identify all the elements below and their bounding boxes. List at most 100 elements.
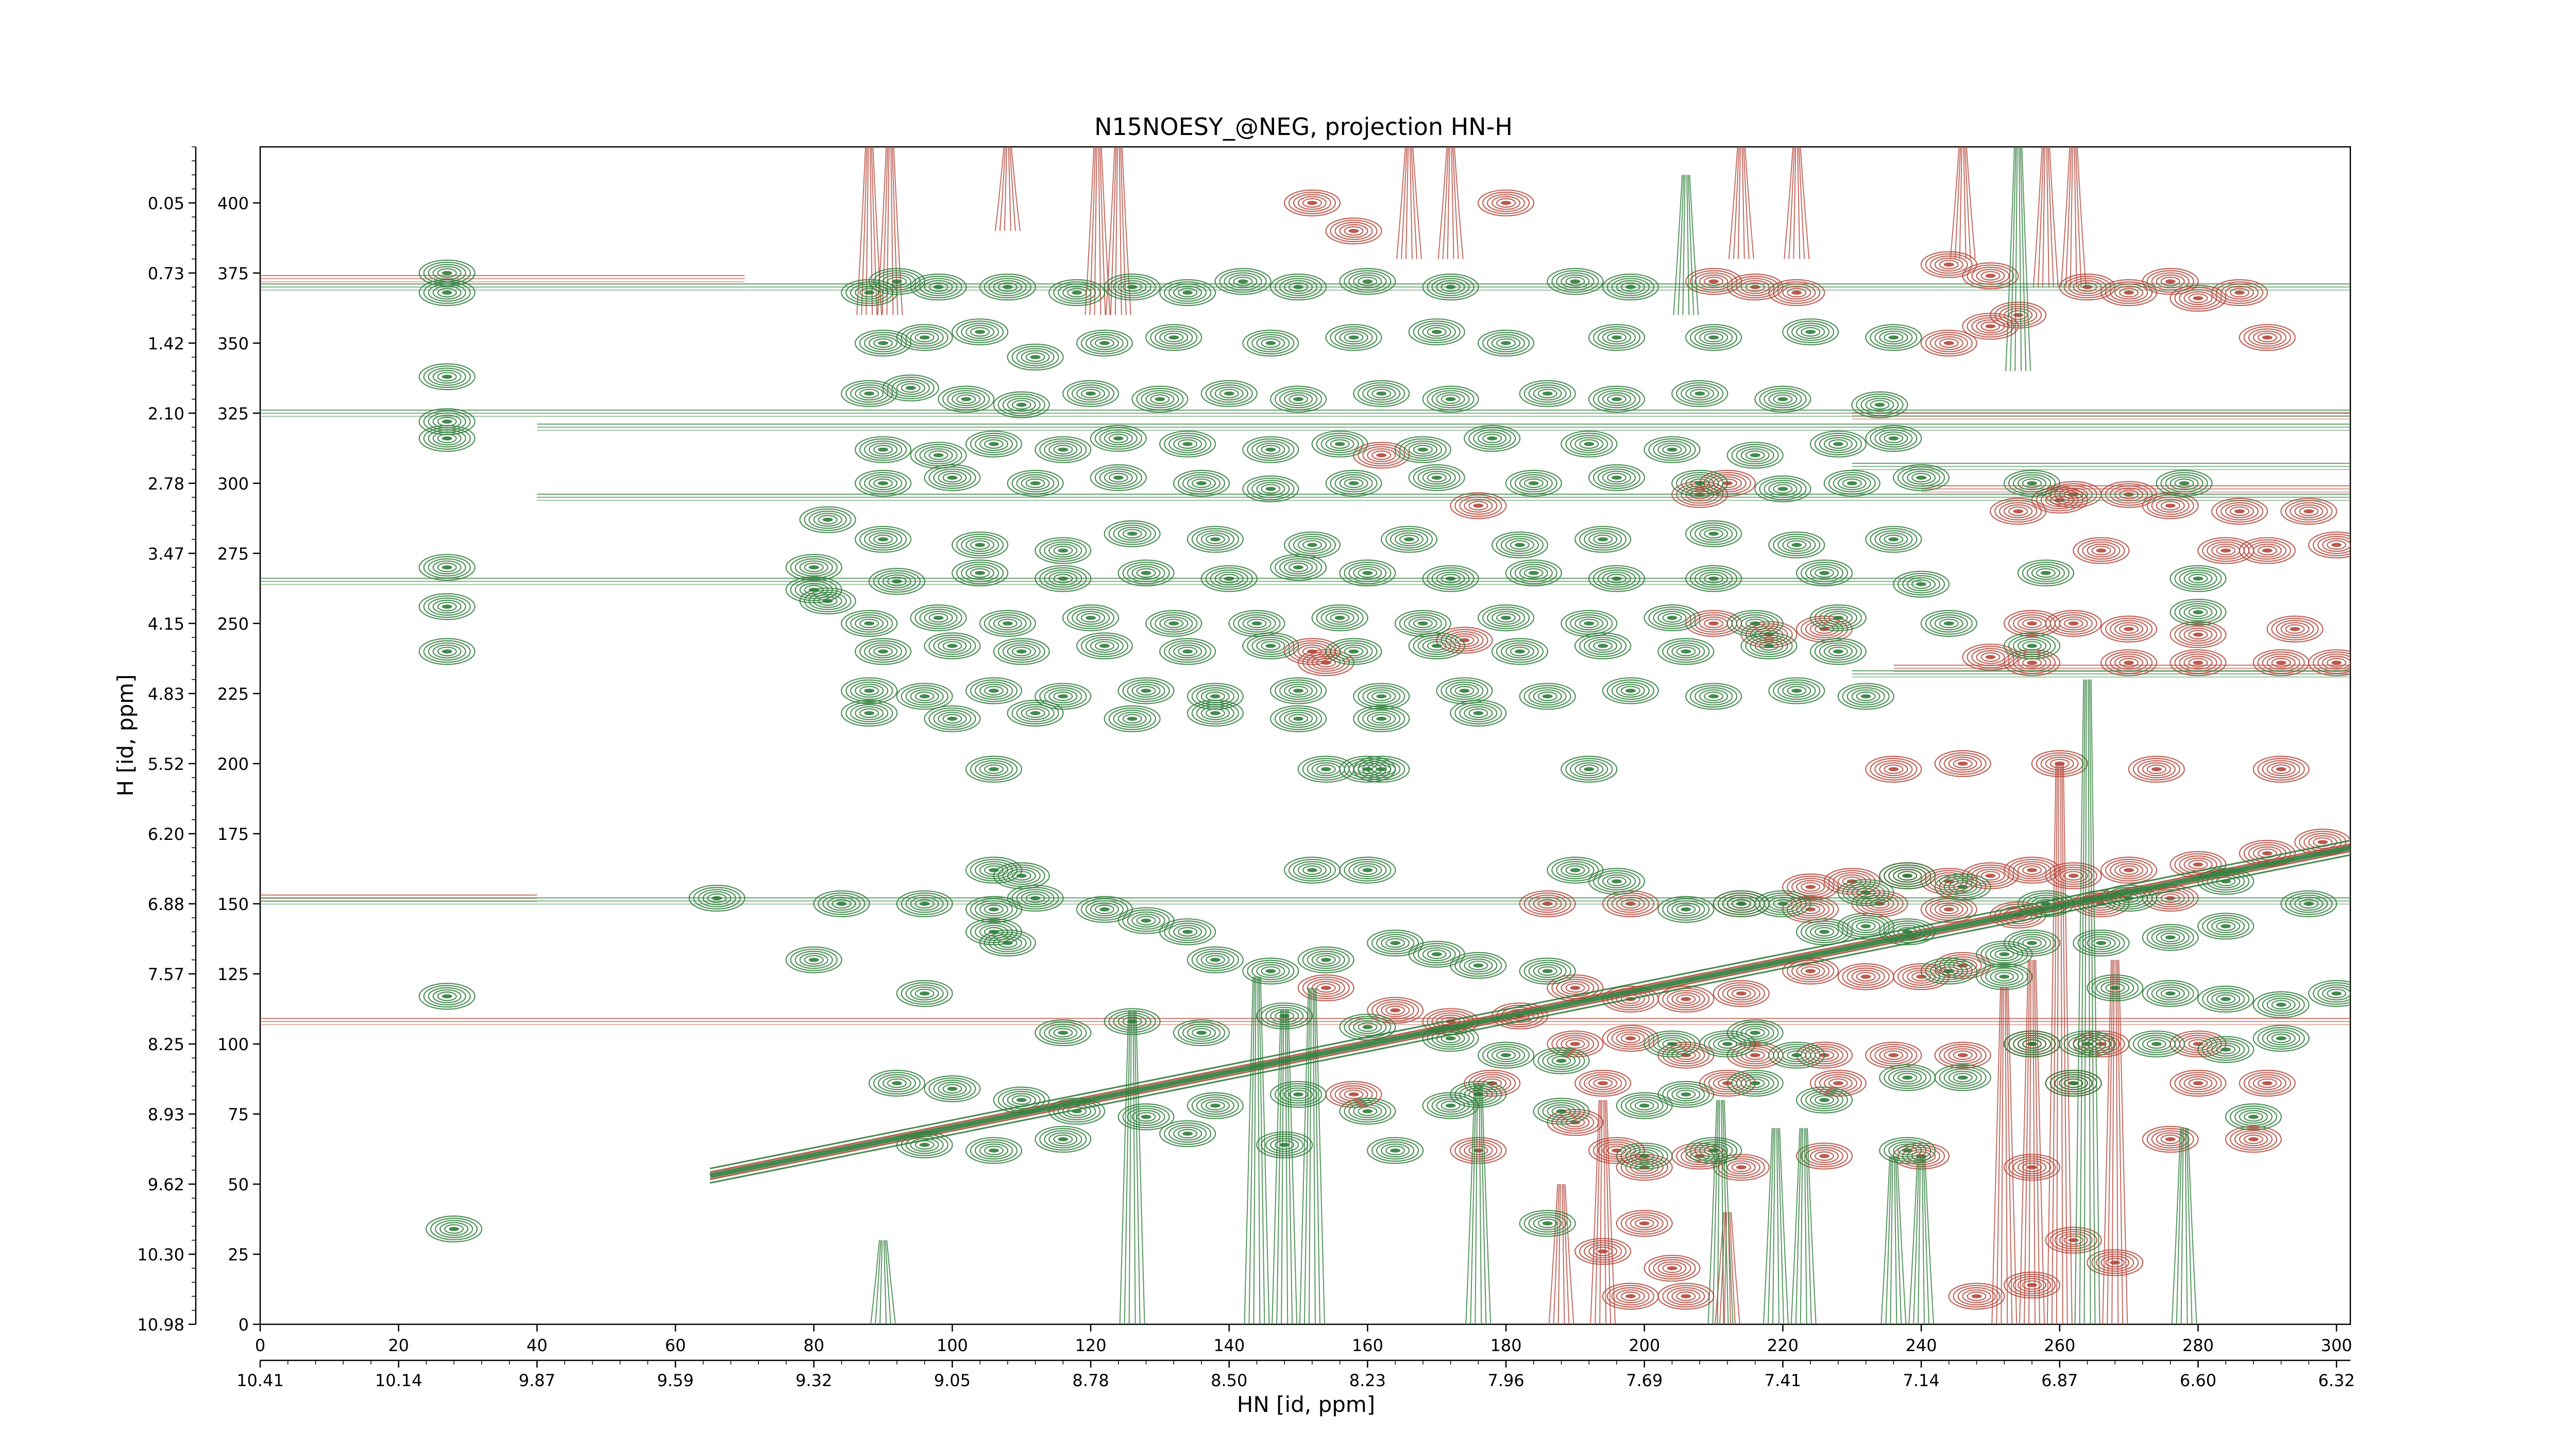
positive-peak: [2003, 929, 2061, 957]
negative-peak: [1574, 1238, 1632, 1265]
negative-peak-contour: [2252, 755, 2310, 783]
negative-peak-contour: [1948, 1283, 2005, 1310]
positive-peak-contour: [1062, 604, 1120, 632]
positive-peak: [993, 638, 1050, 665]
negative-peak-contour: [1980, 652, 2001, 662]
positive-peak-core: [1445, 1103, 1456, 1108]
positive-peak-contour: [1066, 382, 1115, 405]
positive-peak-contour: [2160, 988, 2180, 999]
negative-peak-contour: [1713, 1154, 1770, 1181]
positive-peak: [1035, 537, 1092, 564]
positive-peak-core: [1224, 391, 1234, 396]
positive-peak-contour: [1007, 644, 1036, 659]
negative-peak-contour: [1967, 646, 2014, 669]
positive-peak-contour: [1856, 921, 1876, 931]
negative-peak: [1768, 279, 1825, 307]
positive-peak: [1450, 952, 1507, 979]
negative-peak-contour: [1939, 752, 1987, 775]
negative-peak-contour: [1371, 999, 1419, 1022]
diagonal-ridge: [709, 839, 2350, 1170]
positive-peak-contour: [993, 391, 1050, 418]
negative-peak-contour: [2188, 860, 2208, 870]
positive-peak-contour: [1283, 392, 1313, 407]
positive-peak-core: [1625, 285, 1636, 290]
positive-peak-contour: [1846, 883, 1885, 902]
negative-peak-contour: [1929, 334, 1968, 352]
negative-peak-contour: [1801, 966, 1821, 976]
positive-peak-contour: [850, 704, 889, 722]
positive-peak-contour: [1685, 386, 1715, 401]
x-ppm-tick-label: 9.59: [657, 1371, 693, 1390]
negative-peak-core: [1307, 200, 1317, 205]
positive-peak-contour: [1662, 1039, 1682, 1049]
positive-peak-contour: [1713, 890, 1770, 918]
negative-peak-contour: [1454, 1139, 1502, 1162]
positive-peak-contour: [859, 438, 907, 461]
positive-peak-contour: [1274, 387, 1323, 411]
positive-peak: [1242, 329, 1299, 357]
negative-peak-contour: [2100, 1255, 2130, 1270]
positive-peak-contour: [1911, 473, 1931, 483]
negative-peak-contour: [1796, 964, 1825, 978]
negative-peak-contour: [2252, 330, 2282, 345]
positive-peak-contour: [418, 638, 476, 665]
negative-peak-contour: [2114, 655, 2144, 670]
positive-peak-contour: [426, 1215, 483, 1243]
negative-peak-core: [1985, 274, 1996, 278]
positive-peak-contour: [1505, 469, 1562, 497]
positive-peak-contour: [1851, 919, 1880, 933]
positive-peak: [1893, 464, 1950, 492]
y-index-tick-label: 175: [217, 824, 249, 844]
positive-peak-core: [1362, 1025, 1373, 1030]
positive-streak: [1248, 976, 1265, 1324]
positive-peak-contour: [1150, 394, 1170, 404]
y-index-tick-label: 0: [239, 1315, 249, 1335]
negative-peak-contour: [2008, 310, 2028, 320]
positive-peak-contour: [1307, 951, 1345, 969]
positive-peak-contour: [1561, 610, 1618, 637]
positive-streak: [1470, 1083, 1487, 1324]
positive-peak-contour: [970, 540, 990, 550]
positive-peak-core: [1736, 901, 1747, 906]
positive-streak: [2171, 1128, 2197, 1324]
positive-peak-contour: [1108, 522, 1156, 545]
negative-peak: [2308, 531, 2350, 559]
positive-peak-contour: [933, 1080, 972, 1098]
positive-peak-contour: [1007, 343, 1064, 371]
positive-peak-core: [1099, 644, 1110, 648]
positive-peak-contour: [1256, 1131, 1313, 1158]
positive-peak-contour: [1948, 880, 1977, 894]
positive-peak-contour: [1261, 641, 1281, 651]
positive-peak-contour: [956, 321, 1004, 343]
positive-peak-contour: [1814, 1095, 1835, 1105]
x-ppm-tick-label: 7.96: [1487, 1371, 1524, 1390]
negative-peak-contour: [1657, 985, 1715, 1013]
positive-peak-contour: [1676, 382, 1724, 405]
positive-peak-core: [878, 481, 889, 485]
positive-peak: [426, 1215, 483, 1243]
positive-peak-contour: [1634, 1101, 1654, 1110]
positive-peak-contour: [1108, 1010, 1156, 1033]
positive-peak-contour: [993, 936, 1022, 950]
positive-peak-contour: [1699, 571, 1728, 586]
positive-peak-core: [1528, 481, 1539, 485]
positive-peak-contour: [1159, 330, 1189, 345]
positive-peak: [1035, 1019, 1092, 1047]
positive-peak-contour: [1011, 887, 1059, 909]
positive-peak: [1117, 559, 1175, 587]
positive-peak-contour: [437, 372, 457, 382]
positive-peak-contour: [2252, 1024, 2310, 1052]
positive-peak-contour: [1164, 332, 1184, 343]
positive-peak-contour: [1011, 400, 1031, 410]
positive-peak-contour: [1606, 276, 1654, 298]
negative-peak: [1713, 1154, 1770, 1181]
positive-peak-contour: [1339, 268, 1396, 295]
negative-peak-core: [2276, 661, 2286, 665]
positive-peak-contour: [1676, 1089, 1696, 1100]
positive-peak-contour: [1108, 276, 1156, 298]
negative-peak-core: [1888, 1053, 1899, 1057]
negative-peak: [2128, 755, 2185, 783]
positive-peak-contour: [1689, 326, 1738, 349]
positive-peak-contour: [1884, 1066, 1931, 1089]
positive-peak-contour: [1035, 683, 1092, 710]
